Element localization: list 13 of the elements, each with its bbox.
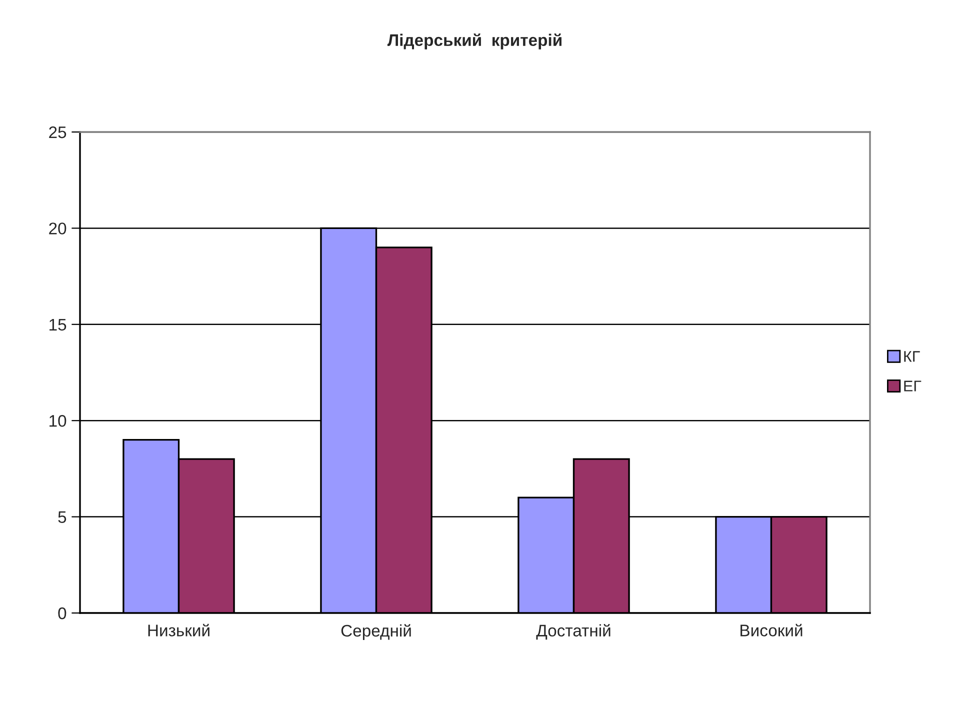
chart-title: Лідерський критерій xyxy=(387,33,562,50)
x-tick-label: Високий xyxy=(740,624,802,636)
y-tick-label: 25 xyxy=(49,126,66,138)
y-tick-label: 15 xyxy=(50,318,66,331)
y-tick-label: 5 xyxy=(58,511,66,524)
y-tick-label: 10 xyxy=(50,415,66,427)
x-tick-label: Достатній xyxy=(536,624,610,640)
legend-label: ЕГ xyxy=(904,380,922,392)
x-tick-label: Низький xyxy=(148,624,210,636)
legend-label: КГ xyxy=(904,351,920,362)
y-tick-label: 0 xyxy=(58,607,66,620)
x-tick-label: Середній xyxy=(341,624,411,640)
y-tick-label: 20 xyxy=(49,222,66,234)
